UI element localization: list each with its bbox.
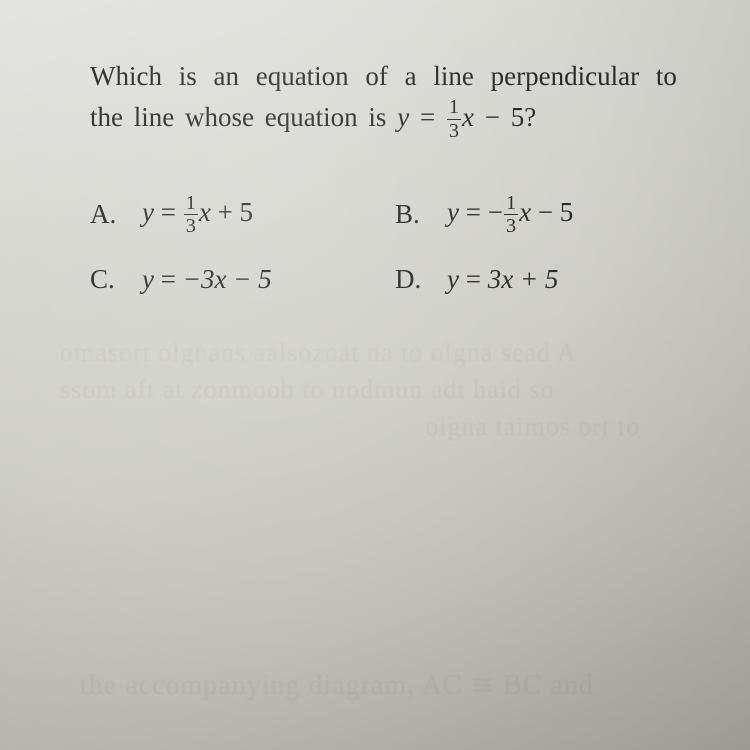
choice-a-x: x	[199, 197, 211, 227]
choice-c-equals: =	[154, 264, 183, 294]
choice-a[interactable]: A. y = 13x + 5	[90, 193, 375, 237]
choice-c-full: −3x − 5	[183, 264, 272, 294]
choice-a-equals: =	[154, 197, 183, 227]
choice-b-frac-num: 1	[504, 193, 518, 215]
choice-b-frac-den: 3	[504, 215, 518, 236]
choice-a-label: A.	[90, 199, 120, 230]
choice-b-lhs: y	[447, 197, 459, 227]
choice-d-equals: =	[459, 264, 488, 294]
choice-c-equation: y = −3x − 5	[142, 264, 272, 295]
choice-d[interactable]: D. y = 3x + 5	[395, 264, 680, 295]
choice-a-equation: y = 13x + 5	[142, 193, 253, 237]
answer-choices: A. y = 13x + 5 B. y = −13x − 5 C. y = −3…	[90, 193, 680, 296]
question-eq-tail: − 5?	[474, 102, 536, 132]
question-eq-equals: =	[409, 102, 446, 132]
choice-c-lhs: y	[142, 264, 154, 294]
choice-a-fraction: 13	[184, 193, 198, 237]
choice-d-full: 3x + 5	[488, 264, 559, 294]
choice-b-x: x	[519, 197, 531, 227]
choice-c[interactable]: C. y = −3x − 5	[90, 264, 375, 295]
question-fraction: 13	[447, 97, 461, 141]
question-eq-lhs: y	[397, 102, 409, 132]
choice-a-tail: + 5	[211, 197, 253, 227]
bleed-through-text: olgna taimos ort to	[425, 412, 640, 442]
choice-b[interactable]: B. y = −13x − 5	[395, 193, 680, 237]
choice-d-label: D.	[395, 264, 425, 295]
choice-b-prefix: −	[488, 197, 503, 227]
choice-b-equation: y = −13x − 5	[447, 193, 573, 237]
question-line-2-pre: the line whose equation is	[90, 102, 397, 132]
bleed-through-text: ssom aft at zonmoob to nodmun adt haid s…	[60, 375, 555, 405]
choice-d-equation: y = 3x + 5	[447, 264, 558, 295]
question-line-2: the line whose equation is y = 13x − 5?	[90, 97, 680, 141]
choice-a-lhs: y	[142, 197, 154, 227]
question-frac-den: 3	[447, 120, 461, 141]
choice-a-frac-num: 1	[184, 193, 198, 215]
question-eq-x: x	[462, 102, 474, 132]
question-line-1: Which is an equation of a line perpendic…	[90, 56, 680, 97]
bleed-through-text: omasort olgnans aalsozoat na to olgna se…	[60, 338, 577, 368]
question-frac-num: 1	[447, 97, 461, 119]
choice-c-label: C.	[90, 264, 120, 295]
choice-b-equals: =	[459, 197, 488, 227]
choice-d-lhs: y	[447, 264, 459, 294]
choice-b-label: B.	[395, 199, 425, 230]
worksheet-page: Which is an equation of a line perpendic…	[0, 0, 750, 295]
question-text: Which is an equation of a line perpendic…	[90, 56, 680, 141]
choice-b-fraction: 13	[504, 193, 518, 237]
choice-a-frac-den: 3	[184, 215, 198, 236]
choice-b-tail: − 5	[531, 197, 573, 227]
bleed-through-text: the accompanying diagram, AC ≅ BC and	[80, 668, 594, 702]
